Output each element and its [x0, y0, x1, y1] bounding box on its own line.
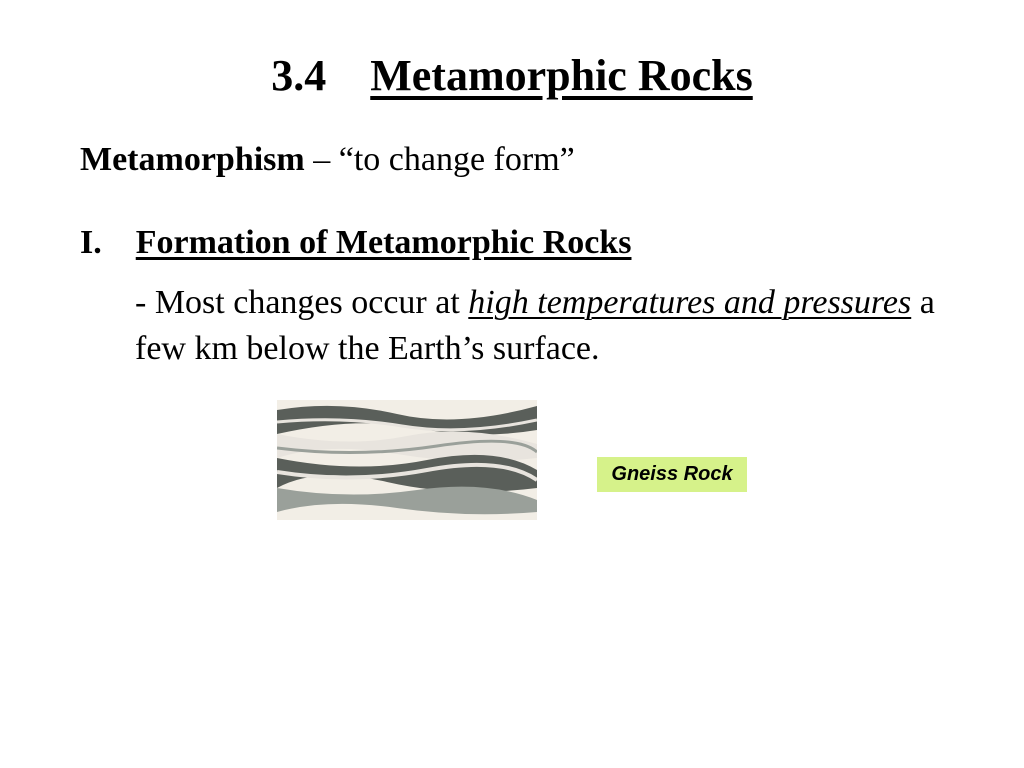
- figure-row: Gneiss Rock: [80, 400, 944, 520]
- slide-title: 3.4 Metamorphic Rocks: [80, 50, 944, 101]
- section-roman: I.: [80, 224, 102, 261]
- definition-term: Metamorphism: [80, 141, 305, 178]
- definition-separator: –: [305, 141, 339, 178]
- figure-caption: Gneiss Rock: [597, 457, 746, 492]
- definition-line: Metamorphism – “to change form”: [80, 141, 944, 179]
- bullet-pre: Most changes occur at: [155, 284, 468, 321]
- gneiss-rock-image: [277, 400, 537, 520]
- title-text: Metamorphic Rocks: [370, 51, 753, 100]
- bullet-item: - Most changes occur at high temperature…: [80, 280, 944, 372]
- section-title: Formation of Metamorphic Rocks: [136, 224, 632, 261]
- bullet-emphasis: high temperatures and pressures: [468, 284, 911, 321]
- title-number: 3.4: [271, 51, 326, 100]
- definition-meaning: “to change form”: [339, 141, 575, 178]
- bullet-dash: -: [135, 284, 155, 321]
- section-heading: I. Formation of Metamorphic Rocks: [80, 224, 944, 262]
